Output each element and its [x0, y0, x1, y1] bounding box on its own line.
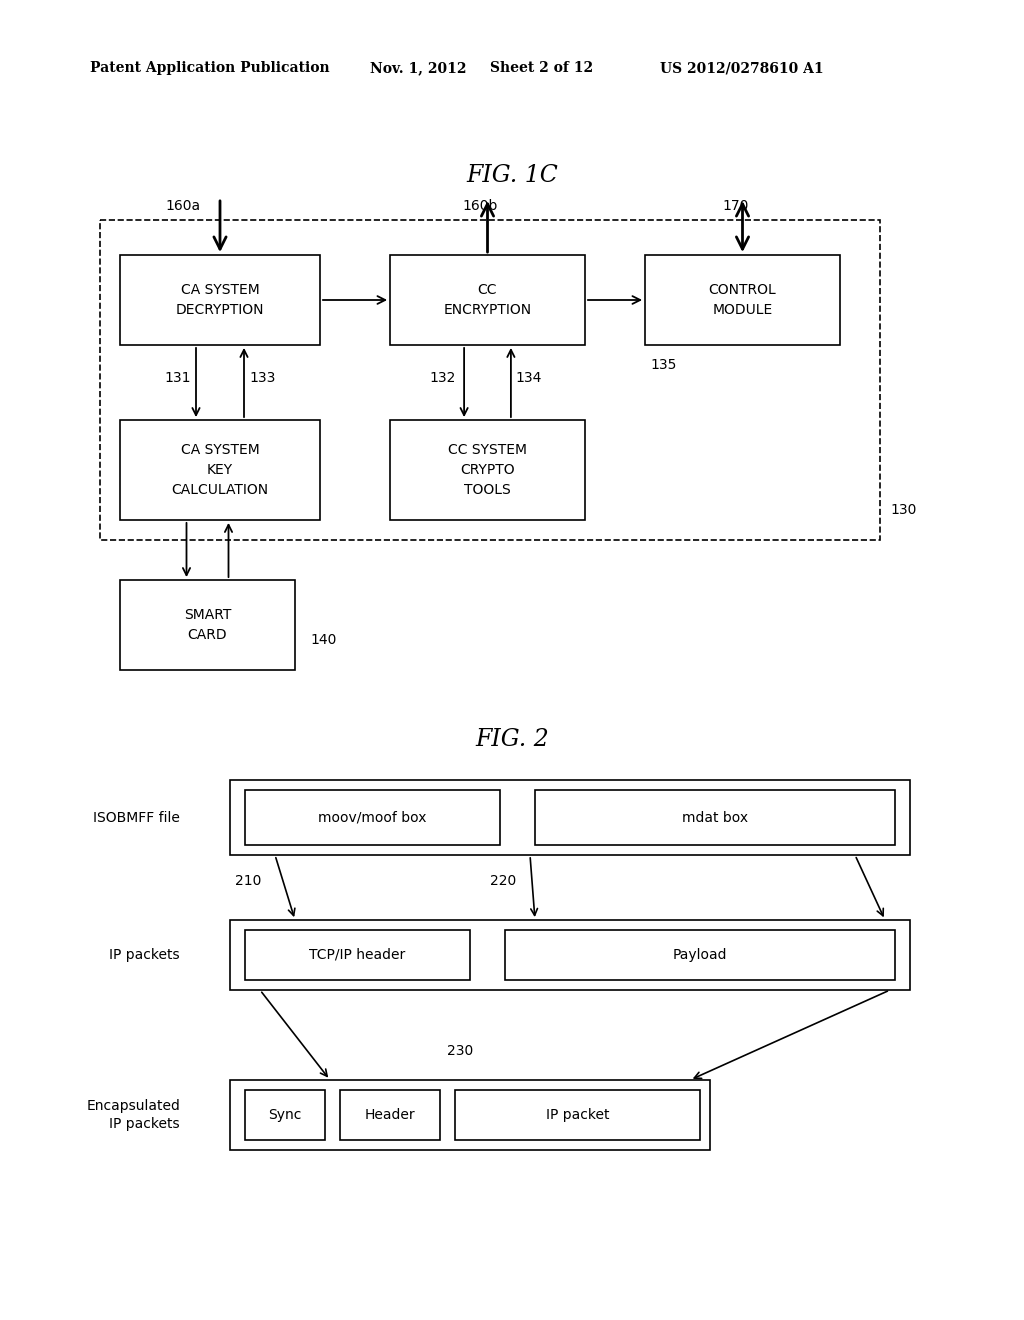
- Text: 131: 131: [164, 371, 190, 384]
- Bar: [455, 1090, 700, 1140]
- Bar: [340, 1090, 440, 1140]
- Text: 210: 210: [234, 874, 261, 888]
- Text: Sheet 2 of 12: Sheet 2 of 12: [490, 61, 593, 75]
- Text: Header: Header: [365, 1107, 416, 1122]
- Bar: [120, 420, 319, 520]
- Bar: [245, 1090, 325, 1140]
- Bar: [390, 255, 585, 345]
- Text: Encapsulated
IP packets: Encapsulated IP packets: [86, 1098, 180, 1131]
- Text: 140: 140: [310, 634, 336, 647]
- Bar: [230, 1080, 710, 1150]
- Text: US 2012/0278610 A1: US 2012/0278610 A1: [660, 61, 823, 75]
- Text: 160a: 160a: [165, 199, 200, 213]
- Bar: [245, 789, 500, 845]
- Bar: [535, 789, 895, 845]
- Text: CONTROL
MODULE: CONTROL MODULE: [709, 284, 776, 317]
- Text: Sync: Sync: [268, 1107, 302, 1122]
- Text: FIG. 1C: FIG. 1C: [466, 164, 558, 186]
- Text: CC SYSTEM
CRYPTO
TOOLS: CC SYSTEM CRYPTO TOOLS: [449, 444, 527, 496]
- Text: ISOBMFF file: ISOBMFF file: [93, 810, 180, 825]
- Text: IP packet: IP packet: [546, 1107, 609, 1122]
- Bar: [505, 931, 895, 979]
- Text: Nov. 1, 2012: Nov. 1, 2012: [370, 61, 467, 75]
- Text: 130: 130: [890, 503, 916, 517]
- Text: 133: 133: [249, 371, 275, 384]
- Text: mdat box: mdat box: [682, 810, 749, 825]
- Text: TCP/IP header: TCP/IP header: [309, 948, 406, 962]
- Text: 160b: 160b: [463, 199, 498, 213]
- Text: FIG. 2: FIG. 2: [475, 729, 549, 751]
- Text: 170: 170: [723, 199, 749, 213]
- Text: CA SYSTEM
KEY
CALCULATION: CA SYSTEM KEY CALCULATION: [171, 444, 268, 496]
- Text: moov/moof box: moov/moof box: [318, 810, 427, 825]
- Bar: [390, 420, 585, 520]
- Bar: [230, 920, 910, 990]
- Text: 220: 220: [490, 874, 516, 888]
- Text: IP packets: IP packets: [110, 948, 180, 962]
- Text: 132: 132: [429, 371, 456, 384]
- Bar: [230, 780, 910, 855]
- Text: CC
ENCRYPTION: CC ENCRYPTION: [443, 284, 531, 317]
- Bar: [120, 255, 319, 345]
- Bar: [100, 220, 880, 540]
- Text: 134: 134: [516, 371, 543, 384]
- Text: CA SYSTEM
DECRYPTION: CA SYSTEM DECRYPTION: [176, 284, 264, 317]
- Bar: [245, 931, 470, 979]
- Bar: [645, 255, 840, 345]
- Text: 230: 230: [446, 1044, 473, 1059]
- Text: SMART
CARD: SMART CARD: [184, 609, 231, 642]
- Text: 135: 135: [650, 358, 677, 372]
- Text: Payload: Payload: [673, 948, 727, 962]
- Text: Patent Application Publication: Patent Application Publication: [90, 61, 330, 75]
- Bar: [120, 579, 295, 671]
